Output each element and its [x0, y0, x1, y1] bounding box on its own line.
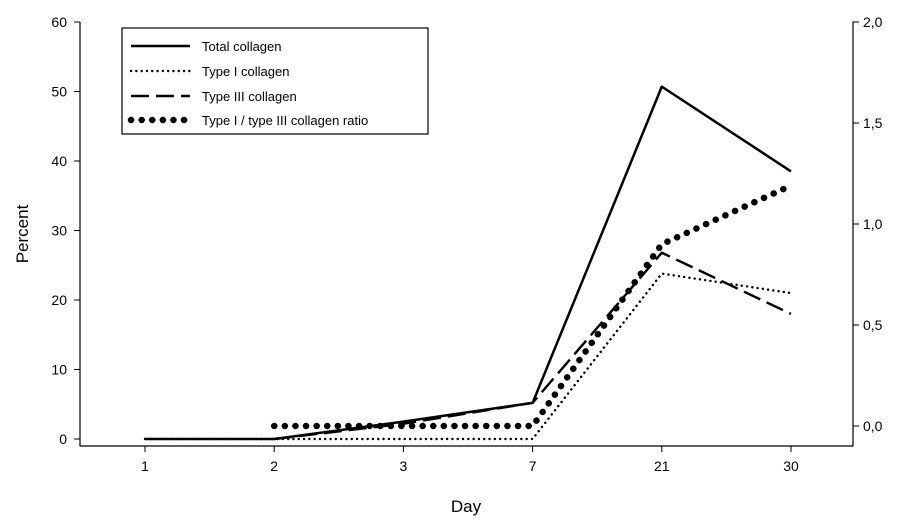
legend-label: Total collagen — [202, 39, 282, 54]
right-y-tick-label: 1,5 — [863, 115, 883, 131]
right-y-tick-label: 1,0 — [863, 216, 883, 232]
y-axis-title: Percent — [13, 204, 32, 263]
x-tick-label: 7 — [529, 458, 537, 474]
left-y-tick-label: 10 — [51, 362, 67, 378]
x-tick-label: 2 — [270, 458, 278, 474]
x-tick-label: 3 — [400, 458, 408, 474]
right-y-tick-label: 2,0 — [863, 14, 883, 30]
left-y-tick-label: 40 — [51, 153, 67, 169]
x-tick-label: 30 — [783, 458, 799, 474]
legend-label: Type I / type III collagen ratio — [202, 113, 368, 128]
series-line-type-i-collagen — [143, 272, 793, 441]
left-y-tick-label: 20 — [51, 292, 67, 308]
left-y-tick-label: 60 — [51, 14, 67, 30]
legend-label: Type I collagen — [202, 64, 289, 79]
series-line-type-i-type-iii-collagen-ratio — [270, 182, 795, 430]
left-y-tick-label: 50 — [51, 84, 67, 100]
series-line-type-iii-collagen — [274, 251, 792, 441]
series-line-total-collagen — [145, 85, 792, 441]
right-y-tick-label: 0,0 — [863, 418, 883, 434]
left-y-tick-label: 30 — [51, 223, 67, 239]
right-y-tick-label: 0,5 — [863, 317, 883, 333]
left-y-tick-label: 0 — [59, 431, 67, 447]
x-tick-label: 21 — [654, 458, 670, 474]
x-tick-label: 1 — [141, 458, 149, 474]
x-axis-title: Day — [451, 497, 482, 516]
legend-label: Type III collagen — [202, 89, 297, 104]
